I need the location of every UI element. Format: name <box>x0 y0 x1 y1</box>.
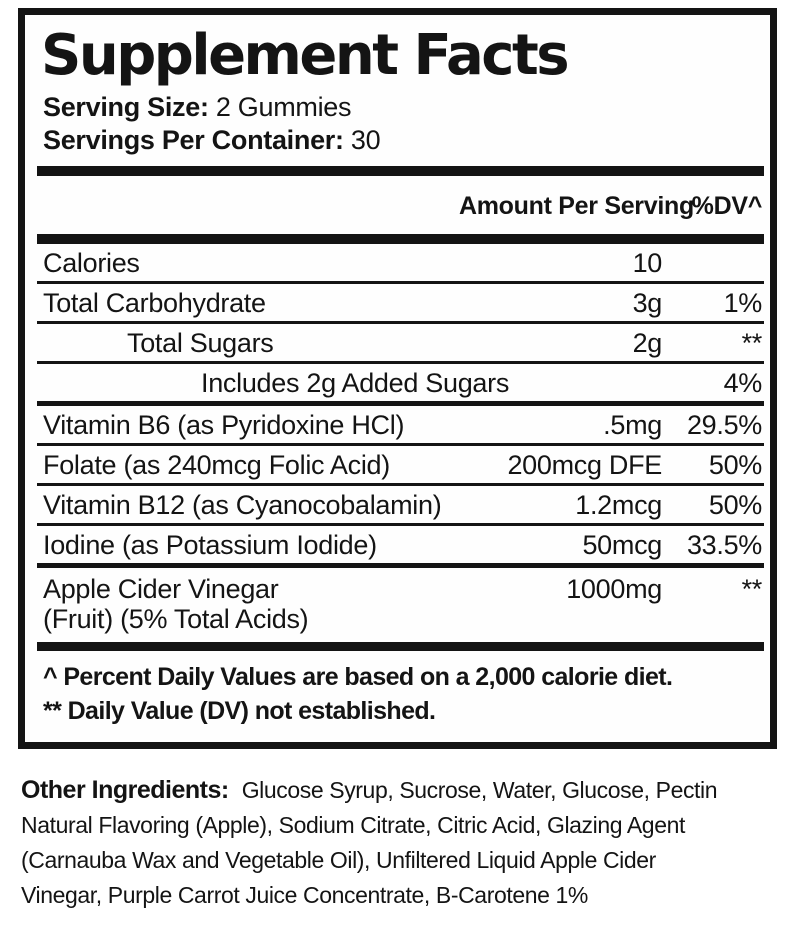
panel-title: Supplement Facts <box>41 23 570 88</box>
amount-column-header: Amount Per Serving <box>459 192 694 220</box>
nutrient-amount: 1.2mcg <box>575 490 662 520</box>
row-iodine: Iodine (as Potassium Iodide) 50mcg 33.5% <box>37 526 764 568</box>
row-total-sugars: Total Sugars 2g ** <box>37 324 764 364</box>
nutrient-amount: 10 <box>632 248 663 278</box>
nutrient-name: Calories <box>43 248 140 278</box>
nutrient-amount: 1000mg <box>566 574 662 604</box>
servings-per-container-line: Servings Per Container: 30 <box>37 124 764 157</box>
nutrient-dv: 29.5% <box>686 410 762 440</box>
dv-column-header: %DV^ <box>691 192 763 220</box>
row-added-sugars: Includes 2g Added Sugars 4% <box>37 364 764 406</box>
nutrient-name-line1: Apple Cider Vinegar <box>43 574 279 604</box>
nutrient-amount: 3g <box>632 288 663 318</box>
row-total-carbohydrate: Total Carbohydrate 3g 1% <box>37 284 764 324</box>
nutrient-dv: 1% <box>723 288 763 318</box>
nutrient-dv: 50% <box>708 490 762 520</box>
supplement-facts-panel: Supplement Facts Serving Size: 2 Gummies… <box>18 8 777 749</box>
nutrient-name: Total Sugars <box>127 328 274 358</box>
nutrient-name: Iodine (as Potassium Iodide) <box>43 530 377 560</box>
other-ingredients-line: (Carnauba Wax and Vegetable Oil), Unfilt… <box>21 847 656 873</box>
nutrient-name: Total Carbohydrate <box>43 288 266 318</box>
nutrient-name: Vitamin B12 (as Cyanocobalamin) <box>43 490 442 520</box>
nutrient-dv: 4% <box>723 368 763 398</box>
nutrient-amount: .5mg <box>603 410 662 440</box>
other-ingredients-line: Vinegar, Purple Carrot Juice Concentrate… <box>21 882 588 908</box>
other-ingredients-line: Other Ingredients: Glucose Syrup, Sucrose… <box>21 773 795 808</box>
nutrient-dv: 33.5% <box>686 530 762 560</box>
nutrient-name: Includes 2g Added Sugars <box>201 368 510 398</box>
other-ingredients-label: Other Ingredients: <box>21 776 229 804</box>
footnote-dv-not-established: ** Daily Value (DV) not established. <box>43 697 436 725</box>
other-ingredients: Other Ingredients: Glucose Syrup, Sucrose… <box>21 773 795 913</box>
nutrient-name-line2: (Fruit) (5% Total Acids) <box>43 604 309 634</box>
nutrient-amount: 50mcg <box>582 530 662 560</box>
nutrient-name: Vitamin B6 (as Pyridoxine HCl) <box>43 410 405 440</box>
row-folate: Folate (as 240mcg Folic Acid) 200mcg DFE… <box>37 446 764 486</box>
serving-size-value: 2 Gummies <box>215 92 352 122</box>
servings-per-container-value: 30 <box>350 125 381 155</box>
other-ingredients-text: Glucose Syrup, Sucrose, Water, Glucose, … <box>241 777 718 803</box>
nutrient-dv: 50% <box>708 450 762 480</box>
nutrient-dv: ** <box>741 328 763 358</box>
nutrient-name: Folate (as 240mcg Folic Acid) <box>43 450 390 480</box>
row-vitamin-b6: Vitamin B6 (as Pyridoxine HCl) .5mg 29.5… <box>37 406 764 446</box>
nutrient-amount: 200mcg DFE <box>507 450 662 480</box>
footnote-daily-values: ^ Percent Daily Values are based on a 2,… <box>43 663 673 691</box>
serving-size-line: Serving Size: 2 Gummies <box>37 91 764 124</box>
servings-per-container-label: Servings Per Container: <box>43 125 344 155</box>
other-ingredients-line: Natural Flavoring (Apple), Sodium Citrat… <box>21 812 685 838</box>
nutrient-name: Apple Cider Vinegar (Fruit) (5% Total Ac… <box>43 574 472 634</box>
row-calories: Calories 10 <box>37 244 764 284</box>
nutrient-amount: 2g <box>632 328 663 358</box>
row-vitamin-b12: Vitamin B12 (as Cyanocobalamin) 1.2mcg 5… <box>37 486 764 526</box>
divider-heavy-top <box>37 166 764 176</box>
footnotes: ^ Percent Daily Values are based on a 2,… <box>37 651 764 742</box>
column-header-row: Amount Per Serving %DV^ <box>37 176 764 244</box>
serving-size-label: Serving Size: <box>43 92 209 122</box>
row-apple-cider-vinegar: Apple Cider Vinegar (Fruit) (5% Total Ac… <box>37 568 764 651</box>
nutrient-dv: ** <box>741 574 763 604</box>
